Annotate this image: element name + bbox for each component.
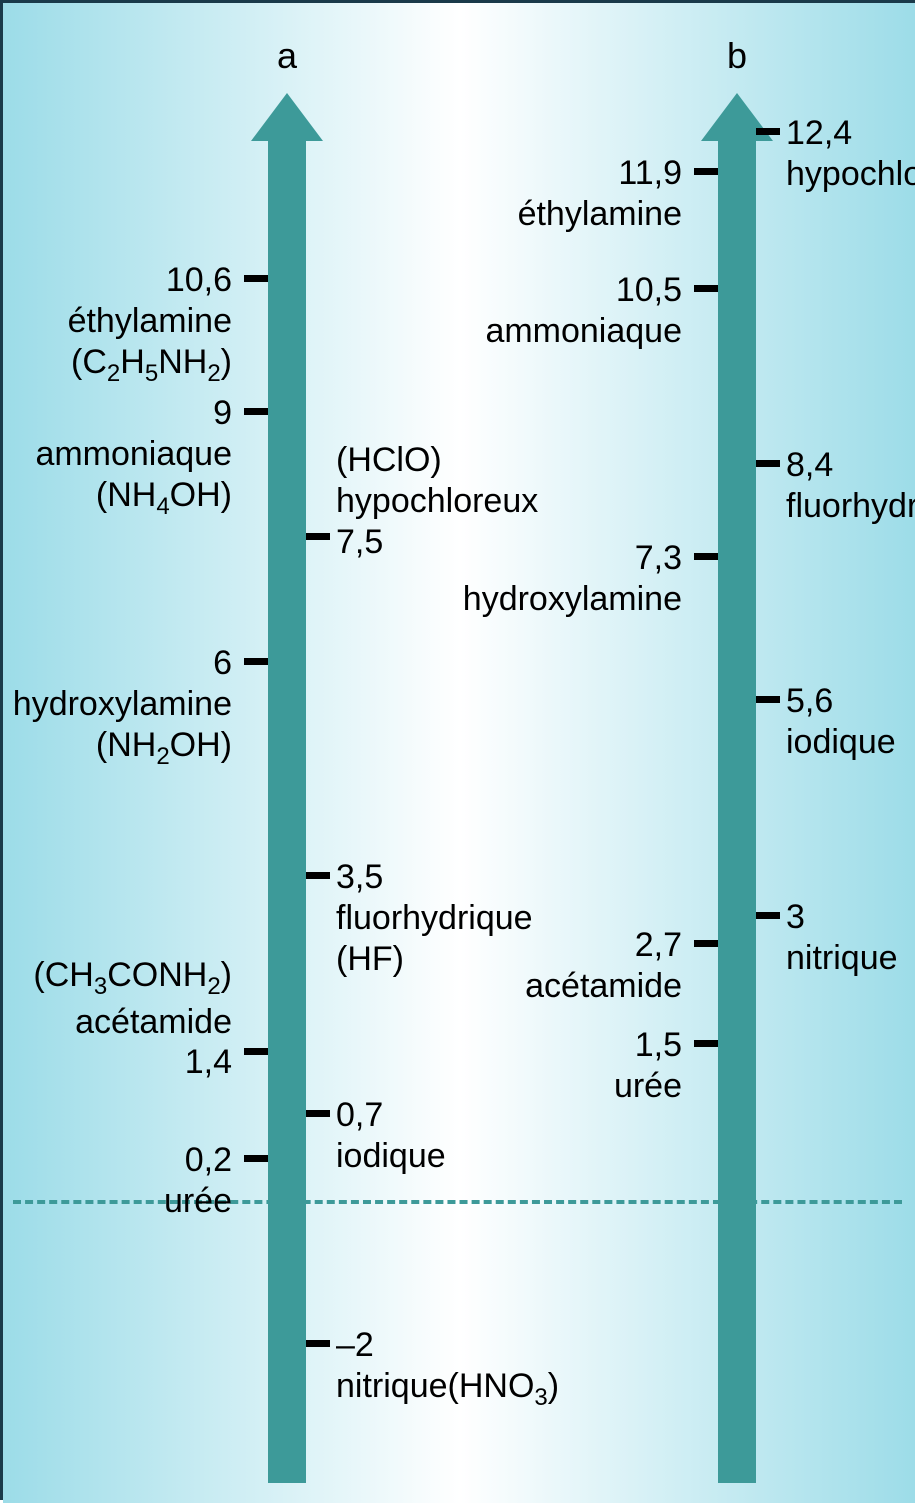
axis-a-tick-label: 0,2urée <box>164 1140 232 1222</box>
axis-a-tick <box>306 533 330 540</box>
axis-a-tick <box>306 1110 330 1117</box>
axis-a-tick-label: 3,5fluorhydrique(HF) <box>336 857 533 979</box>
axis-b-tick-label: 7,3hydroxylamine <box>463 538 682 620</box>
axis-b-tick <box>694 553 718 560</box>
axis-b-tick <box>756 460 780 467</box>
axis-a-tick <box>244 1048 268 1055</box>
axis-b-tick-label: 3nitrique <box>786 897 898 979</box>
axis-a-tick <box>306 872 330 879</box>
axis-b-tick-label: 2,7acétamide <box>525 925 682 1007</box>
diagram-container: a 10,6éthylamine(C2H5NH2)9ammoniaque(NH4O… <box>0 0 915 1500</box>
axis-a-tick <box>306 1340 330 1347</box>
axis-a-tick <box>244 658 268 665</box>
axis-b-tick-label: 5,6iodique <box>786 681 896 763</box>
axis-a-arrowhead <box>251 93 323 141</box>
axis-a-shaft <box>268 135 306 1483</box>
axis-a-tick-label: 9ammoniaque(NH4OH) <box>35 393 232 521</box>
axis-a-tick-label: (CH3CONH2)acétamide1,4 <box>33 955 232 1083</box>
axis-b-tick <box>756 912 780 919</box>
axis-a-tick-label: 6hydroxylamine(NH2OH) <box>13 643 232 771</box>
axis-a-tick <box>244 1155 268 1162</box>
axis-b-label: b <box>727 35 747 77</box>
axis-a-tick <box>244 275 268 282</box>
chart-area: a 10,6éthylamine(C2H5NH2)9ammoniaque(NH4O… <box>3 3 912 1497</box>
axis-b-tick-label: 8,4fluorhydrique <box>786 445 915 527</box>
axis-a-tick-label: 10,6éthylamine(C2H5NH2) <box>68 260 232 388</box>
axis-b-tick <box>756 696 780 703</box>
axis-b-tick-label: 10,5ammoniaque <box>485 270 682 352</box>
axis-a-tick <box>244 408 268 415</box>
axis-a-tick-label: –2nitrique(HNO3) <box>336 1325 559 1412</box>
axis-b-tick-label: 11,9éthylamine <box>518 153 682 235</box>
axis-b-tick <box>694 1040 718 1047</box>
axis-b-shaft <box>718 135 756 1483</box>
axis-b-tick <box>694 285 718 292</box>
axis-b-tick-label: 12,4hypochloreux <box>786 113 915 195</box>
zero-dashed-line <box>13 1200 902 1204</box>
axis-b-tick-label: 1,5urée <box>614 1025 682 1107</box>
axis-b-tick <box>756 128 780 135</box>
axis-b-tick <box>694 168 718 175</box>
axis-a-label: a <box>277 35 297 77</box>
axis-b-tick <box>694 940 718 947</box>
axis-a-tick-label: 0,7iodique <box>336 1095 446 1177</box>
